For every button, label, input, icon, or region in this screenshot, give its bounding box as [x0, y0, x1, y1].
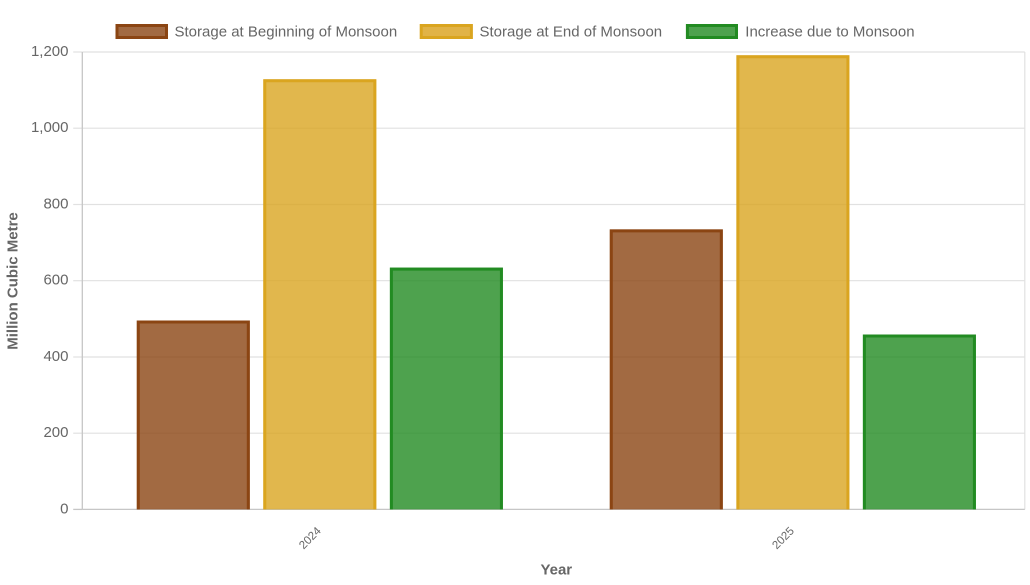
svg-text:Increase due to Monsoon: Increase due to Monsoon: [745, 23, 914, 40]
svg-text:200: 200: [43, 424, 68, 441]
svg-text:2024: 2024: [297, 525, 324, 552]
svg-text:800: 800: [43, 195, 68, 212]
svg-text:Million Cubic Metre: Million Cubic Metre: [4, 212, 21, 350]
svg-text:0: 0: [60, 500, 68, 517]
svg-text:400: 400: [43, 348, 68, 365]
svg-text:1,200: 1,200: [31, 43, 69, 60]
svg-text:2025: 2025: [770, 525, 797, 552]
svg-text:Year: Year: [540, 561, 572, 578]
svg-text:1,000: 1,000: [31, 119, 69, 136]
svg-text:Storage at Beginning of Monsoo: Storage at Beginning of Monsoon: [175, 23, 398, 40]
svg-text:600: 600: [43, 272, 68, 289]
svg-text:Storage at End of Monsoon: Storage at End of Monsoon: [480, 23, 663, 40]
